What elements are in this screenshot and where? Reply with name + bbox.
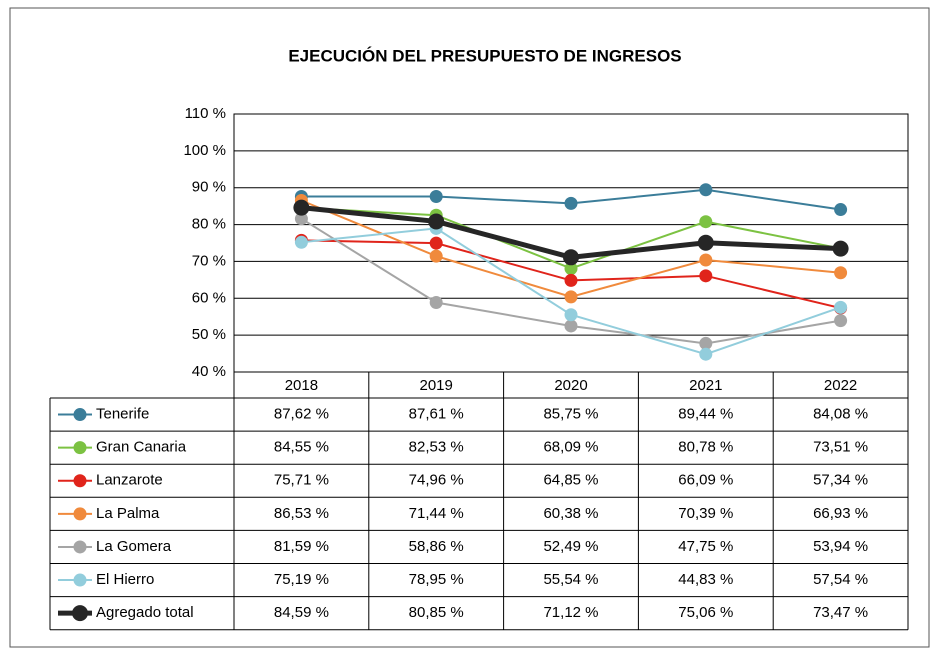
data-point [429,236,443,250]
legend-marker [73,408,87,422]
table-value: 80,85 % [409,604,464,621]
data-point [834,314,848,328]
data-point [699,269,713,283]
table-value: 82,53 % [409,439,464,456]
legend-marker [73,573,87,587]
data-point [564,261,578,275]
table-value: 84,08 % [813,406,868,423]
table-value: 60,38 % [543,505,598,522]
table-value: 75,19 % [274,571,329,588]
legend-marker [73,441,87,455]
legend-marker [72,605,88,622]
legend-label: La Palma [96,505,160,522]
table-value: 86,53 % [274,505,329,522]
table-value: 75,71 % [274,472,329,489]
data-point [294,235,308,249]
table-value: 52,49 % [543,538,598,555]
table-value: 68,09 % [543,439,598,456]
legend-label: Agregado total [96,604,194,621]
data-point [699,183,713,197]
data-point [834,203,848,217]
data-point [832,240,849,257]
table-value: 44,83 % [678,571,733,588]
x-tick-label: 2018 [285,377,318,394]
y-tick-label: 110 % [185,105,226,122]
table-value: 64,85 % [543,472,598,489]
data-point [429,190,443,204]
legend-marker [73,507,87,521]
table-value: 47,75 % [678,538,733,555]
y-tick-label: 100 % [183,142,226,159]
data-point [563,249,579,266]
data-point [294,212,308,226]
chart-title: EJECUCIÓN DEL PRESUPUESTO DE INGRESOS [288,46,681,65]
data-point [564,308,578,322]
table-value: 73,47 % [813,604,868,621]
table-value: 85,75 % [543,406,598,423]
table-value: 55,54 % [543,571,598,588]
legend-label: Gran Canaria [96,439,187,456]
data-point [834,300,848,314]
table-value: 57,34 % [813,472,868,489]
y-tick-label: 70 % [192,252,226,269]
table-value: 80,78 % [678,439,733,456]
data-point [699,336,713,350]
table-value: 53,94 % [813,538,868,555]
y-tick-label: 40 % [192,363,226,380]
plot-border [233,113,909,373]
table-value: 57,54 % [813,571,868,588]
table-value: 66,09 % [678,472,733,489]
x-tick-label: 2021 [689,377,722,394]
data-point [429,295,443,309]
y-tick-label: 90 % [192,179,226,196]
legend-label: Lanzarote [96,472,163,489]
data-point [699,215,713,229]
legend-marker [73,540,87,554]
x-tick-label: 2020 [554,377,587,394]
data-point [429,249,443,263]
legend-label: Tenerife [96,406,149,423]
table-value: 81,59 % [274,538,329,555]
data-point [699,253,713,267]
data-point [564,196,578,210]
data-point [834,266,848,280]
x-tick-label: 2019 [420,377,453,394]
data-point [428,213,445,230]
y-tick-label: 60 % [192,289,226,306]
legend-label: El Hierro [96,571,154,588]
table-value: 66,93 % [813,505,868,522]
y-tick-label: 50 % [192,326,226,343]
table-value: 89,44 % [678,406,733,423]
table-value: 78,95 % [409,571,464,588]
legend-label: La Gomera [96,538,172,555]
table-value: 84,55 % [274,439,329,456]
table-value: 71,44 % [409,505,464,522]
table-value: 84,59 % [274,604,329,621]
table-value: 73,51 % [813,439,868,456]
table-value: 87,62 % [274,406,329,423]
table-value: 71,12 % [543,604,598,621]
data-point [699,347,713,361]
data-point [293,199,310,216]
data-point [697,234,714,251]
data-point [564,319,578,333]
table-value: 70,39 % [678,505,733,522]
y-tick-label: 80 % [192,216,226,233]
table-value: 75,06 % [678,604,733,621]
table-value: 58,86 % [409,538,464,555]
legend-marker [73,474,87,488]
table-value: 74,96 % [409,472,464,489]
x-tick-label: 2022 [824,377,857,394]
data-point [564,273,578,287]
data-point [564,290,578,304]
table-value: 87,61 % [409,406,464,423]
